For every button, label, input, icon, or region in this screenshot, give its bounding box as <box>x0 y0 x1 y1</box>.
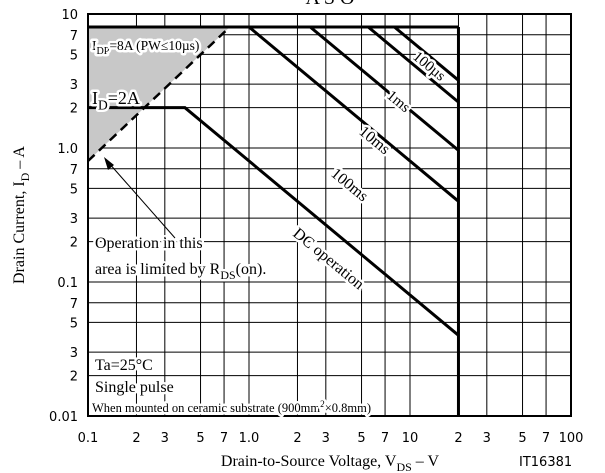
x-tick-label: 1.0 <box>239 431 260 446</box>
annotation: Ta=25°C <box>95 357 153 374</box>
y-tick-label: 0.1 <box>57 276 78 291</box>
text-part: Single pulse <box>95 379 174 396</box>
y-tick-label: 5 <box>70 316 78 331</box>
arrow-head <box>104 157 114 170</box>
subscript: D <box>98 97 108 112</box>
y-tick-label: 3 <box>70 78 78 93</box>
curve-label: 100ms <box>327 165 371 205</box>
text-part: IT16381 <box>519 455 572 470</box>
annotation: IT16381 <box>519 455 572 470</box>
annotation: IDP=8A (PW≤10µs) <box>92 38 199 57</box>
x-tick-label: 5 <box>518 431 526 446</box>
x-tick-label: 2 <box>293 431 301 446</box>
text-part: area is limited by R <box>95 261 221 278</box>
subscript: D <box>18 172 32 181</box>
y-tick-label: 1.0 <box>57 142 78 157</box>
text-part: Operation in this <box>95 235 203 252</box>
text-part: Ta=25°C <box>95 357 153 374</box>
x-tick-label: 2 <box>454 431 462 446</box>
annotation-arrow <box>107 161 176 239</box>
text-part: Drain Current, I <box>11 181 28 284</box>
x-tick-label: 7 <box>220 431 228 446</box>
text-part: – V <box>412 453 440 470</box>
x-tick-label: 7 <box>542 431 550 446</box>
x-tick-label: 2 <box>132 431 140 446</box>
text-part: I <box>92 38 97 53</box>
y-tick-label: 3 <box>70 346 78 361</box>
text-part: I <box>92 88 98 108</box>
superscript: 2 <box>320 400 325 410</box>
data-line <box>309 25 460 152</box>
data-line <box>248 25 460 203</box>
y-tick-label: 7 <box>70 297 78 312</box>
annotation: Single pulse <box>95 379 174 396</box>
text-part: (on). <box>236 261 267 278</box>
y-tick-label: 10 <box>61 8 78 23</box>
annotation: Operation in this <box>95 235 203 252</box>
y-tick-label: 3 <box>70 212 78 227</box>
x-tick-label: 100 <box>559 431 584 446</box>
curve-label: DC operation <box>289 225 367 293</box>
text-part: =8A (PW≤10µs) <box>109 38 199 53</box>
x-tick-label: 3 <box>483 431 491 446</box>
y-tick-label: 7 <box>70 29 78 44</box>
y-tick-label: 5 <box>70 182 78 197</box>
lines-layer <box>87 25 460 416</box>
annotation: When mounted on ceramic substrate (900mm… <box>92 400 371 415</box>
data-line <box>87 26 231 162</box>
annotation: ID=2A <box>92 88 140 112</box>
x-tick-label: 10 <box>402 431 419 446</box>
text-part: Drain-to-Source Voltage, V <box>221 453 397 470</box>
subscript: DP <box>97 46 110 57</box>
text-part: – A <box>11 146 28 173</box>
y-axis-title: Drain Current, ID – A <box>11 146 32 284</box>
annotation: area is limited by RDS(on). <box>95 261 266 282</box>
y-tick-label: 2 <box>70 236 78 251</box>
text-part: =2A <box>108 88 140 108</box>
y-tick-label: 2 <box>70 370 78 385</box>
y-tick-label: 7 <box>70 163 78 178</box>
text-part: ×0.8mm) <box>325 401 371 415</box>
data-line <box>393 25 460 82</box>
data-line <box>88 106 460 337</box>
y-tick-label: 2 <box>70 102 78 117</box>
x-tick-label: 7 <box>381 431 389 446</box>
y-tick-label: 0.01 <box>49 410 78 425</box>
y-tick-label: 5 <box>70 48 78 63</box>
x-axis-title: Drain-to-Source Voltage, VDS – V <box>221 453 440 473</box>
text-part: When mounted on ceramic substrate (900mm <box>92 401 320 415</box>
plot-frame <box>87 13 572 417</box>
data-line <box>367 25 460 104</box>
x-tick-label: 5 <box>196 431 204 446</box>
x-tick-label: 3 <box>322 431 330 446</box>
subscript: DS <box>220 268 235 282</box>
x-tick-label: 3 <box>161 431 169 446</box>
x-tick-label: 5 <box>357 431 365 446</box>
chart-title: A S O <box>306 0 355 9</box>
subscript: DS <box>396 460 411 473</box>
x-tick-label: 0.1 <box>78 431 99 446</box>
